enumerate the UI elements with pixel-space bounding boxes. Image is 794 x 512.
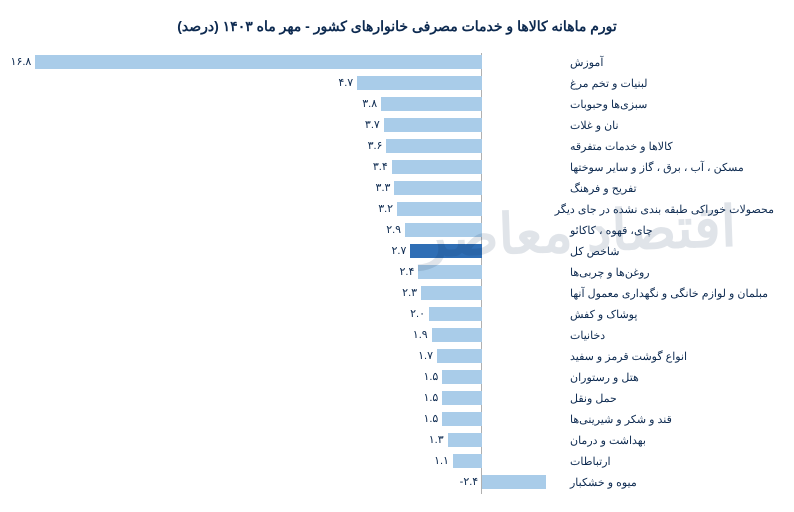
- category-label: قند و شکر و شیرینی‌ها: [564, 413, 774, 426]
- chart-row: نان و غلات ۳.۷: [20, 116, 774, 134]
- value-label: ۱.۷: [418, 349, 433, 362]
- bar: [442, 412, 482, 426]
- chart-row: تفریح و فرهنگ ۳.۳: [20, 179, 774, 197]
- chart-row: لبنیات و تخم مرغ ۴.۷: [20, 74, 774, 92]
- chart-row: دخانیات ۱.۹: [20, 326, 774, 344]
- value-label: ۲.۰: [410, 307, 425, 320]
- chart-row: سبزی‌ها وحبوبات ۳.۸: [20, 95, 774, 113]
- chart-row: مسکن ، آب ، برق ، گاز و سایر سوختها ۳.۴: [20, 158, 774, 176]
- category-label: محصولات خوراکی طبقه بندی نشده در جای دیگ…: [564, 203, 774, 216]
- bar: [429, 307, 482, 321]
- bar: [448, 433, 483, 447]
- category-label: دخانیات: [564, 329, 774, 342]
- chart-row: آموزش۱۶.۸: [20, 53, 774, 71]
- value-label: ۳.۶: [368, 139, 383, 152]
- category-label: ارتباطات: [564, 455, 774, 468]
- bar: [386, 139, 482, 153]
- bar: [394, 181, 482, 195]
- chart-row: حمل ونقل ۱.۵: [20, 389, 774, 407]
- bar: [432, 328, 483, 342]
- value-label: ۳.۳: [376, 181, 391, 194]
- bar: [35, 55, 482, 69]
- category-label: انواع گوشت قرمز و سفید: [564, 350, 774, 363]
- value-label: ۲.۳: [402, 286, 417, 299]
- chart-row: پوشاک و کفش ۲.۰: [20, 305, 774, 323]
- value-label: ۳.۴: [373, 160, 388, 173]
- chart-row: ارتباطات ۱.۱: [20, 452, 774, 470]
- value-label: ۳.۸: [362, 97, 377, 110]
- chart-row: شاخص کل ۲.۷: [20, 242, 774, 260]
- bar: [381, 97, 482, 111]
- category-label: بهداشت و درمان: [564, 434, 774, 447]
- category-label: مبلمان و لوازم خانگی و نگهداری معمول آنه…: [564, 287, 774, 300]
- category-label: روغن‌ها و چربی‌ها: [564, 266, 774, 279]
- value-label: ۱.۵: [423, 370, 438, 383]
- category-label: نان و غلات: [564, 119, 774, 132]
- bar: [418, 265, 482, 279]
- chart-row: انواع گوشت قرمز و سفید ۱.۷: [20, 347, 774, 365]
- value-label: ۲.۴: [400, 265, 415, 278]
- bar: [392, 160, 482, 174]
- value-label: ۱.۵: [423, 391, 438, 404]
- value-label: ۲.۹: [386, 223, 401, 236]
- chart-row: کالاها و خدمات متفرقه ۳.۶: [20, 137, 774, 155]
- chart-row: بهداشت و درمان ۱.۳: [20, 431, 774, 449]
- bar: [397, 202, 482, 216]
- chart-row: روغن‌ها و چربی‌ها ۲.۴: [20, 263, 774, 281]
- bar: [482, 475, 546, 489]
- bar: [357, 76, 482, 90]
- value-label: ۱.۱: [434, 454, 449, 467]
- bar: [421, 286, 482, 300]
- bar-highlight: [410, 244, 482, 258]
- plot-area: آموزش۱۶.۸ لبنیات و تخم مرغ ۴.۷ سبزی‌ها وحبو…: [20, 53, 774, 493]
- category-label: هتل و رستوران: [564, 371, 774, 384]
- chart-row: میوه و خشکبار ۲.۴-: [20, 473, 774, 491]
- bar: [442, 391, 482, 405]
- chart-row: هتل و رستوران ۱.۵: [20, 368, 774, 386]
- chart-row: قند و شکر و شیرینی‌ها ۱.۵: [20, 410, 774, 428]
- category-label: لبنیات و تخم مرغ: [564, 77, 774, 90]
- category-label: تفریح و فرهنگ: [564, 182, 774, 195]
- category-label: چای، قهوه ، کاکائو: [564, 224, 774, 237]
- value-label: ۱.۳: [429, 433, 444, 446]
- category-label: حمل ونقل: [564, 392, 774, 405]
- category-label: مسکن ، آب ، برق ، گاز و سایر سوختها: [564, 161, 774, 174]
- category-label: کالاها و خدمات متفرقه: [564, 140, 774, 153]
- chart-row: چای، قهوه ، کاکائو ۲.۹: [20, 221, 774, 239]
- value-label: ۴.۷: [338, 76, 353, 89]
- value-label: ۲.۴-: [460, 475, 479, 488]
- bar: [453, 454, 482, 468]
- chart-row: محصولات خوراکی طبقه بندی نشده در جای دیگ…: [20, 200, 774, 218]
- chart-title: تورم ماهانه کالاها و خدمات مصرفی خانواره…: [20, 18, 774, 35]
- value-label: ۱.۵: [423, 412, 438, 425]
- category-label: سبزی‌ها وحبوبات: [564, 98, 774, 111]
- value-label: ۱.۹: [413, 328, 428, 341]
- value-label: ۳.۷: [365, 118, 380, 131]
- value-label: ۱۶.۸: [11, 55, 32, 68]
- bar: [405, 223, 482, 237]
- category-label: میوه و خشکبار: [564, 476, 774, 489]
- bar: [442, 370, 482, 384]
- category-label: شاخص کل: [564, 245, 774, 258]
- bar: [384, 118, 482, 132]
- chart-container: تورم ماهانه کالاها و خدمات مصرفی خانواره…: [0, 0, 794, 512]
- chart-row: مبلمان و لوازم خانگی و نگهداری معمول آنه…: [20, 284, 774, 302]
- bar: [437, 349, 482, 363]
- category-label: آموزش: [564, 56, 774, 69]
- value-label: ۳.۲: [378, 202, 393, 215]
- value-label: ۲.۷: [392, 244, 407, 257]
- category-label: پوشاک و کفش: [564, 308, 774, 321]
